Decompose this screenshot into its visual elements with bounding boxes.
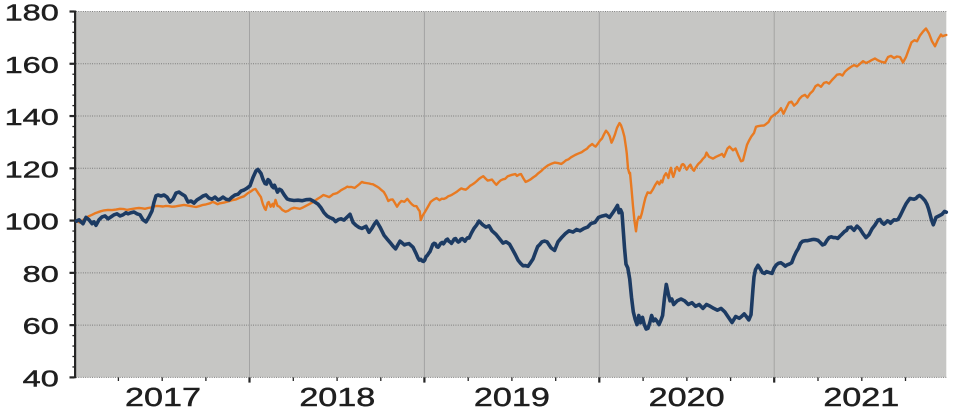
svg-text:160: 160 [5,51,59,77]
svg-text:2018: 2018 [299,384,375,410]
svg-text:80: 80 [23,260,59,286]
svg-text:100: 100 [5,208,59,234]
svg-text:180: 180 [5,0,59,25]
svg-text:140: 140 [5,104,59,130]
svg-text:2017: 2017 [125,384,201,410]
svg-text:2019: 2019 [474,384,550,410]
svg-text:40: 40 [23,365,59,391]
svg-text:120: 120 [5,156,59,182]
svg-text:2020: 2020 [649,384,725,410]
svg-text:2021: 2021 [823,384,899,410]
svg-text:60: 60 [23,313,59,339]
